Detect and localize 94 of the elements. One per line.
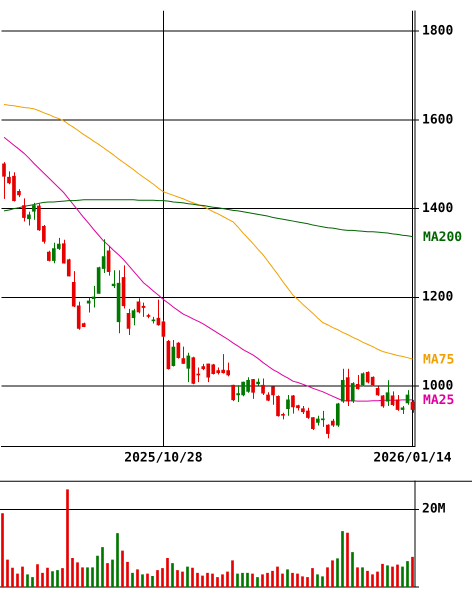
bar	[306, 577, 309, 588]
bar	[11, 568, 14, 588]
bar	[111, 560, 114, 588]
bar	[26, 574, 29, 588]
bar	[331, 560, 334, 588]
bar	[51, 571, 54, 588]
bar	[376, 572, 379, 588]
bar	[251, 574, 254, 588]
y-tick-label: 1800	[422, 24, 454, 39]
bar	[96, 556, 99, 588]
bar	[21, 566, 24, 588]
bar	[261, 574, 264, 588]
bar	[61, 568, 64, 588]
bar	[46, 568, 49, 588]
y-tick-label: 1600	[422, 112, 454, 128]
bar	[401, 566, 404, 588]
bar	[281, 574, 284, 588]
series-label: MA75	[423, 352, 454, 368]
bar	[236, 574, 239, 588]
bar	[361, 567, 364, 588]
bar	[166, 558, 169, 588]
bar	[206, 572, 209, 588]
bar	[6, 560, 9, 588]
bar	[31, 577, 34, 588]
bar	[86, 567, 89, 588]
bar	[276, 566, 279, 588]
y-tick-label: 20M	[422, 502, 446, 517]
bar	[411, 556, 414, 588]
series-label: MA200	[423, 230, 462, 245]
bar	[391, 566, 394, 588]
bar	[226, 572, 229, 588]
bar	[246, 572, 249, 588]
bar	[191, 568, 194, 588]
bar	[126, 562, 129, 588]
bar	[1, 513, 4, 588]
bar	[91, 567, 94, 588]
bar	[151, 576, 154, 588]
bar	[216, 577, 219, 588]
bar	[321, 576, 324, 588]
bar	[406, 561, 409, 588]
y-tick-label: 1000	[422, 378, 454, 394]
bar	[106, 563, 109, 588]
bar	[241, 572, 244, 588]
bar	[146, 574, 149, 588]
bar	[371, 574, 374, 588]
bar	[256, 577, 259, 588]
bar	[156, 570, 159, 588]
bar	[336, 558, 339, 588]
bar	[231, 560, 234, 588]
bar	[186, 566, 189, 588]
y-tick-label: 1200	[422, 290, 454, 305]
bar	[81, 567, 84, 588]
bar	[326, 567, 329, 588]
bar	[221, 574, 224, 588]
bar	[161, 568, 164, 588]
bar	[136, 569, 139, 588]
bar	[196, 572, 199, 588]
bar	[211, 574, 214, 588]
bar	[296, 574, 299, 588]
bar	[121, 550, 124, 588]
bar	[116, 533, 119, 588]
y-tick-label: 1400	[422, 201, 454, 216]
bar	[141, 574, 144, 588]
bar	[66, 489, 69, 588]
bar	[76, 562, 79, 588]
bar	[181, 572, 184, 588]
bar	[271, 570, 274, 588]
bar	[101, 547, 104, 588]
bar	[386, 565, 389, 588]
bar	[131, 572, 134, 588]
bar	[396, 564, 399, 588]
x-tick-label: 2025/10/28	[124, 450, 203, 466]
bar	[351, 552, 354, 588]
bar	[286, 569, 289, 588]
x-tick-label: 2026/01/14	[373, 450, 452, 466]
bar	[36, 564, 39, 588]
bar	[71, 558, 74, 588]
bar	[56, 570, 59, 588]
bar	[316, 574, 319, 588]
bar	[41, 572, 44, 588]
bar	[266, 572, 269, 588]
bar	[301, 576, 304, 588]
bar	[366, 570, 369, 588]
bar	[341, 531, 344, 588]
bar	[346, 532, 349, 588]
bar	[171, 563, 174, 588]
bar	[291, 572, 294, 588]
bar	[381, 564, 384, 588]
bar	[16, 574, 19, 588]
bar	[311, 568, 314, 588]
series-label: MA25	[423, 393, 454, 408]
bar	[201, 576, 204, 588]
bar	[176, 570, 179, 588]
bar	[356, 567, 359, 588]
